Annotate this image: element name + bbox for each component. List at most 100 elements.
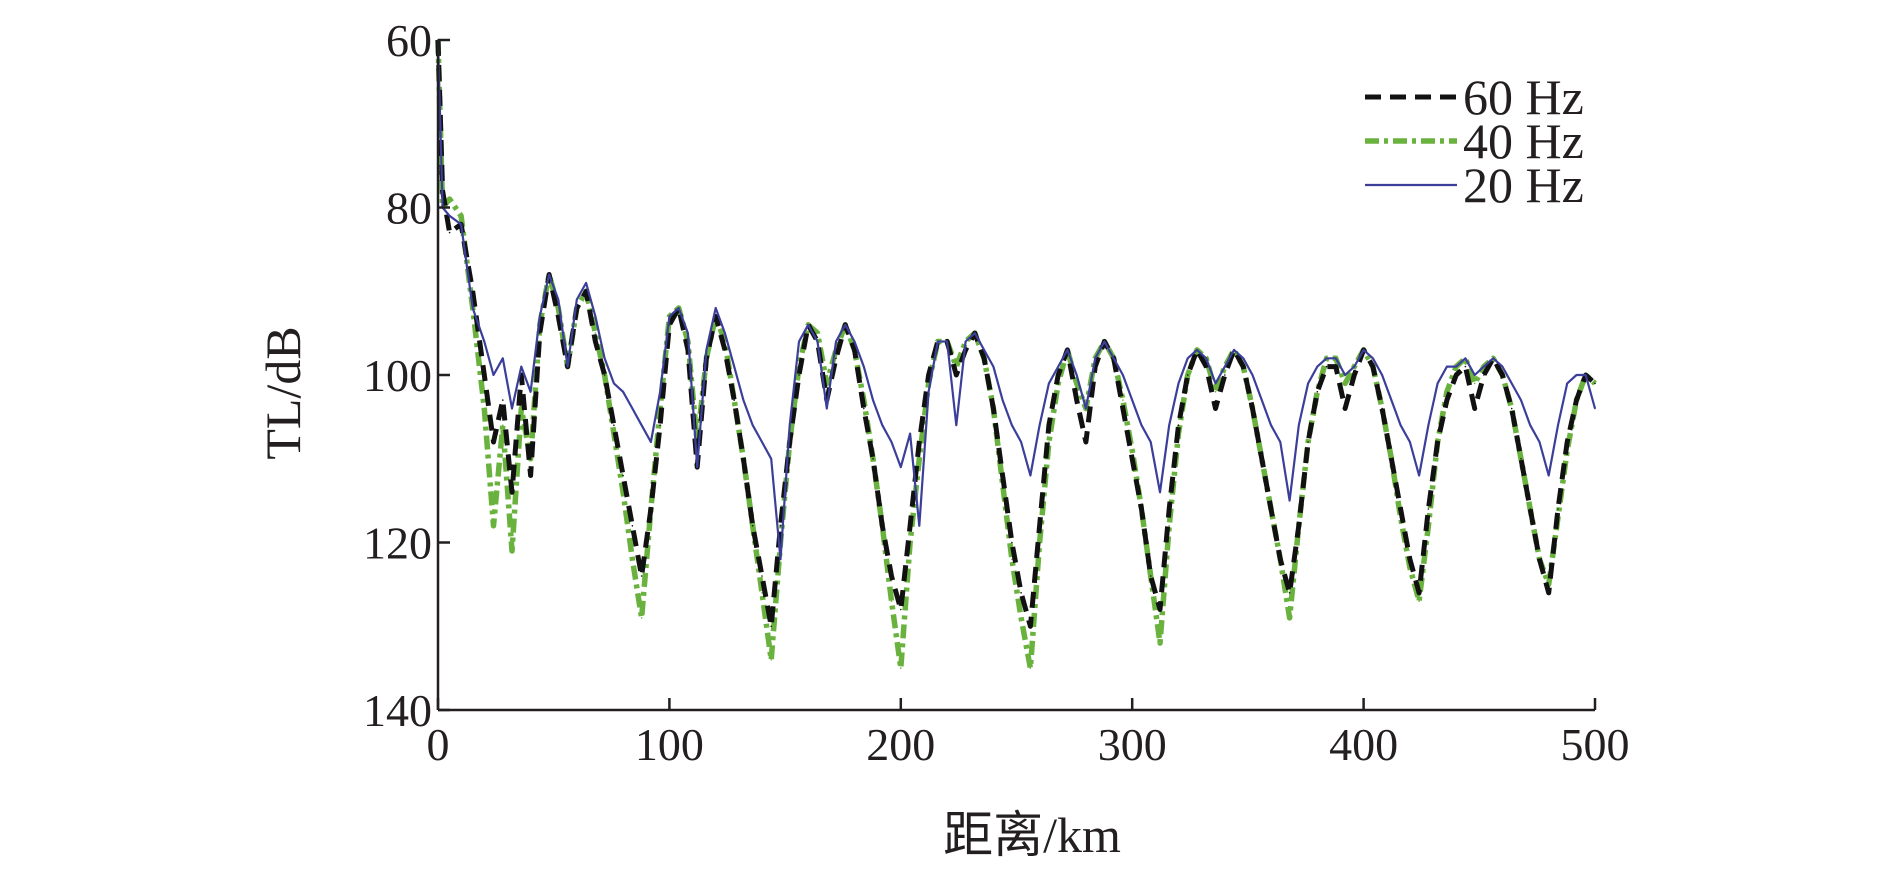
- data-point: [1242, 365, 1245, 368]
- data-point: [471, 307, 474, 309]
- data-point: [1186, 357, 1189, 360]
- data-point: [1085, 441, 1087, 443]
- data-point: [1446, 365, 1448, 368]
- data-point: [631, 558, 634, 561]
- data-point: [918, 458, 921, 460]
- data-point: [1149, 575, 1152, 577]
- data-point: [1094, 357, 1096, 360]
- data-point: [502, 399, 504, 401]
- x-tick-label: 400: [1329, 719, 1398, 770]
- y-tick-label: 60: [386, 15, 432, 66]
- data-point: [631, 525, 634, 527]
- data-point: [1409, 441, 1411, 443]
- data-point: [1140, 508, 1143, 510]
- data-point: [1362, 349, 1365, 351]
- data-point: [1038, 525, 1041, 527]
- data-point: [1455, 374, 1457, 376]
- data-point: [1344, 382, 1346, 385]
- data-point: [1520, 399, 1522, 401]
- data-point: [1103, 340, 1106, 343]
- data-point: [761, 441, 763, 443]
- data-point: [1279, 441, 1282, 443]
- data-point: [1325, 357, 1328, 360]
- y-axis-title: TL/dB: [255, 326, 311, 459]
- data-point: [927, 391, 930, 393]
- data-point: [539, 315, 541, 318]
- data-point: [779, 558, 782, 561]
- data-point: [742, 458, 745, 460]
- data-point: [1455, 365, 1457, 368]
- data-point: [1335, 365, 1337, 368]
- data-point: [1418, 592, 1420, 594]
- data-point: [927, 374, 930, 376]
- data-point: [1538, 558, 1541, 561]
- data-point: [613, 424, 615, 427]
- data-point: [1427, 508, 1430, 510]
- data-point: [659, 391, 661, 393]
- data-point: [1557, 508, 1559, 510]
- data-point: [585, 290, 587, 293]
- data-point: [872, 399, 874, 401]
- data-point: [1307, 382, 1309, 385]
- data-point: [1399, 508, 1402, 510]
- data-point: [1001, 399, 1004, 401]
- y-tick-label: 80: [386, 183, 432, 234]
- data-point: [1372, 365, 1374, 368]
- data-point: [668, 315, 671, 318]
- data-point: [483, 340, 486, 343]
- data-point: [585, 282, 587, 284]
- data-point: [1594, 382, 1596, 385]
- data-point: [1529, 424, 1531, 427]
- data-point: [955, 374, 958, 376]
- data-point: [770, 458, 772, 460]
- data-point: [1501, 374, 1504, 376]
- data-point: [1048, 424, 1050, 427]
- data-point: [1140, 424, 1143, 427]
- data-point: [1473, 407, 1476, 410]
- legend-label: 40 Hz: [1463, 113, 1584, 169]
- data-point: [1149, 441, 1152, 443]
- data-point: [1261, 458, 1263, 460]
- data-point: [1224, 365, 1226, 368]
- data-point: [900, 608, 902, 611]
- series-line: [436, 39, 1597, 561]
- data-point: [992, 407, 995, 410]
- data-point: [1575, 374, 1578, 376]
- data-point: [1020, 441, 1022, 443]
- data-point: [576, 298, 578, 301]
- data-point: [1427, 424, 1430, 427]
- data-point: [1205, 357, 1207, 360]
- data-point: [548, 273, 550, 276]
- data-point: [1418, 600, 1420, 602]
- data-point: [1177, 424, 1180, 427]
- data-point: [733, 365, 735, 368]
- data-point: [640, 424, 643, 427]
- data-point: [974, 332, 976, 334]
- data-point: [1159, 491, 1161, 494]
- data-point: [1529, 508, 1531, 510]
- data-point: [1288, 592, 1291, 594]
- data-point: [622, 491, 624, 494]
- data-point: [594, 332, 597, 334]
- data-point: [511, 491, 513, 494]
- data-point: [1186, 374, 1189, 376]
- data-point: [1131, 458, 1133, 460]
- data-point: [677, 307, 680, 309]
- data-point: [1075, 399, 1078, 401]
- data-point: [659, 424, 661, 427]
- data-point: [1177, 382, 1180, 385]
- data-point: [724, 349, 726, 351]
- y-tick-label: 140: [363, 685, 432, 736]
- data-point: [622, 391, 624, 393]
- data-point: [853, 340, 856, 343]
- data-point: [983, 357, 985, 360]
- data-point: [1168, 508, 1170, 510]
- data-point: [1196, 349, 1198, 351]
- series-60-hz: [435, 39, 1597, 629]
- series-line: [435, 39, 1597, 671]
- data-point: [594, 315, 597, 318]
- data-point: [909, 432, 911, 435]
- data-point: [992, 365, 995, 368]
- data-point: [1048, 382, 1050, 385]
